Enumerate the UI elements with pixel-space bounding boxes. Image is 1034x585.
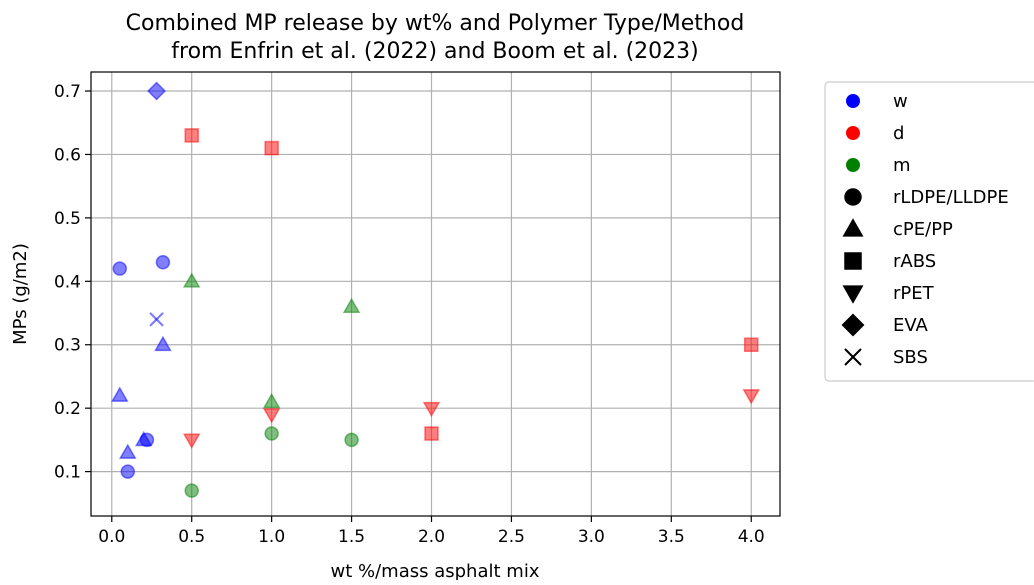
y-tick-label: 0.2	[54, 399, 81, 419]
x-tick-label: 3.5	[658, 527, 685, 547]
data-point	[155, 255, 171, 270]
x-tick-label: 0.0	[98, 527, 125, 547]
x-tick-label: 3.0	[578, 527, 605, 547]
x-tick-label: 1.0	[258, 527, 285, 547]
plot-frame	[90, 71, 781, 517]
data-point	[743, 337, 759, 352]
legend-label-triangle-up: cPE/PP	[893, 219, 953, 240]
data-point	[262, 392, 281, 409]
legend-label-m: m	[893, 155, 911, 176]
y-tick-label: 0.1	[54, 463, 81, 483]
data-point	[264, 426, 279, 441]
legend-marker-triangle-down	[842, 285, 864, 304]
data-point	[111, 386, 129, 402]
data-point	[154, 335, 172, 352]
data-point	[182, 272, 201, 288]
data-point	[134, 430, 153, 447]
chart-title-line1: Combined MP release by wt% and Polymer T…	[126, 11, 745, 36]
data-point	[149, 312, 164, 327]
legend-label-w: w	[893, 91, 908, 112]
legend-label-x: SBS	[893, 347, 928, 368]
data-point	[147, 81, 167, 101]
legend-label-circle: rLDPE/LLDPE	[893, 187, 1009, 208]
y-tick-label: 0.6	[54, 145, 81, 165]
legend-label-square: rABS	[893, 251, 936, 272]
legend-marker-x	[844, 348, 862, 366]
data-point	[422, 401, 441, 418]
legend-marker-triangle-up	[842, 218, 864, 237]
y-tick-label: 0.3	[54, 336, 81, 356]
legend: wdm rLDPE/LLDPE cPE/PP rABS rPET EVA SBS	[824, 81, 1034, 382]
data-point	[262, 408, 281, 424]
data-point	[184, 128, 199, 143]
data-point	[119, 443, 137, 459]
data-point	[182, 433, 201, 449]
y-axis-ticks: 0.1 0.2 0.3 0.4 0.5 0.6 0.7	[54, 82, 91, 483]
data-point	[120, 464, 136, 479]
data-point	[264, 140, 279, 156]
legend-marker-w	[846, 94, 860, 108]
data-point	[424, 426, 439, 441]
y-axis-label: MPs (g/m2)	[10, 243, 31, 345]
y-tick-label: 0.4	[54, 272, 81, 292]
x-tick-label: 0.5	[178, 527, 205, 547]
chart-title-line2: from Enfrin et al. (2022) and Boom et al…	[171, 39, 698, 64]
legend-label-triangle-down: rPET	[893, 283, 935, 304]
data-point	[184, 483, 199, 498]
x-axis-label: wt %/mass asphalt mix	[331, 561, 540, 580]
legend-label-diamond: EVA	[893, 315, 929, 336]
grid-lines	[91, 72, 780, 516]
legend-marker-d	[846, 126, 860, 140]
legend-marker-diamond	[841, 313, 865, 337]
y-tick-label: 0.7	[54, 82, 81, 102]
data-point	[742, 389, 760, 405]
legend-marker-circle	[844, 188, 862, 206]
legend-label-d: d	[893, 123, 904, 144]
legend-marker-square	[844, 252, 862, 270]
legend-frame	[824, 81, 1034, 382]
data-points	[111, 81, 760, 498]
x-axis-ticks: 0.0 0.5 1.0 1.5 2.0 2.5 3.0 3.5 4.0	[98, 516, 765, 547]
x-tick-label: 2.0	[418, 527, 445, 547]
data-point	[342, 297, 361, 314]
data-point	[112, 261, 128, 276]
x-tick-label: 4.0	[738, 527, 765, 547]
x-tick-label: 1.5	[338, 527, 365, 547]
legend-marker-m	[846, 158, 860, 172]
x-tick-label: 2.5	[498, 527, 525, 547]
data-point	[344, 432, 359, 448]
y-tick-label: 0.5	[54, 209, 81, 229]
